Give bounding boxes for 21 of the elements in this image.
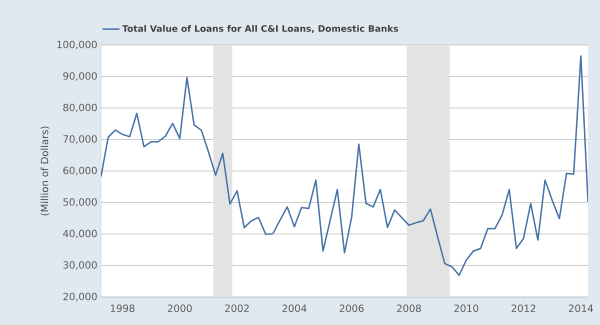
y-tick-label: 30,000 <box>63 261 97 270</box>
y-tick-label: 90,000 <box>63 72 97 81</box>
x-tick-label: 2002 <box>225 304 249 312</box>
y-tick-label: 100,000 <box>57 40 97 50</box>
legend-label: Total Value of Loans for All C&I Loans, Domestic Banks <box>122 24 398 34</box>
line-series <box>101 55 588 276</box>
y-tick-label: 80,000 <box>63 104 97 112</box>
x-tick-label: 2006 <box>340 304 364 312</box>
x-tick-label: 2004 <box>282 304 306 312</box>
y-axis-title: (Million of Dollars) <box>40 126 50 216</box>
x-tick-label: 2014 <box>568 304 593 312</box>
y-tick-label: 40,000 <box>63 230 97 238</box>
y-tick-label: 20,000 <box>63 292 97 302</box>
x-tick-label: 2010 <box>454 304 478 312</box>
x-tick-label: 1998 <box>110 304 134 312</box>
y-tick-label: 50,000 <box>63 198 97 207</box>
x-tick-label: 2008 <box>397 304 421 312</box>
x-tick-label: 2000 <box>168 304 192 312</box>
y-tick-label: 70,000 <box>63 135 97 144</box>
x-tick-label: 2012 <box>512 304 536 312</box>
y-tick-label: 60,000 <box>63 166 97 176</box>
